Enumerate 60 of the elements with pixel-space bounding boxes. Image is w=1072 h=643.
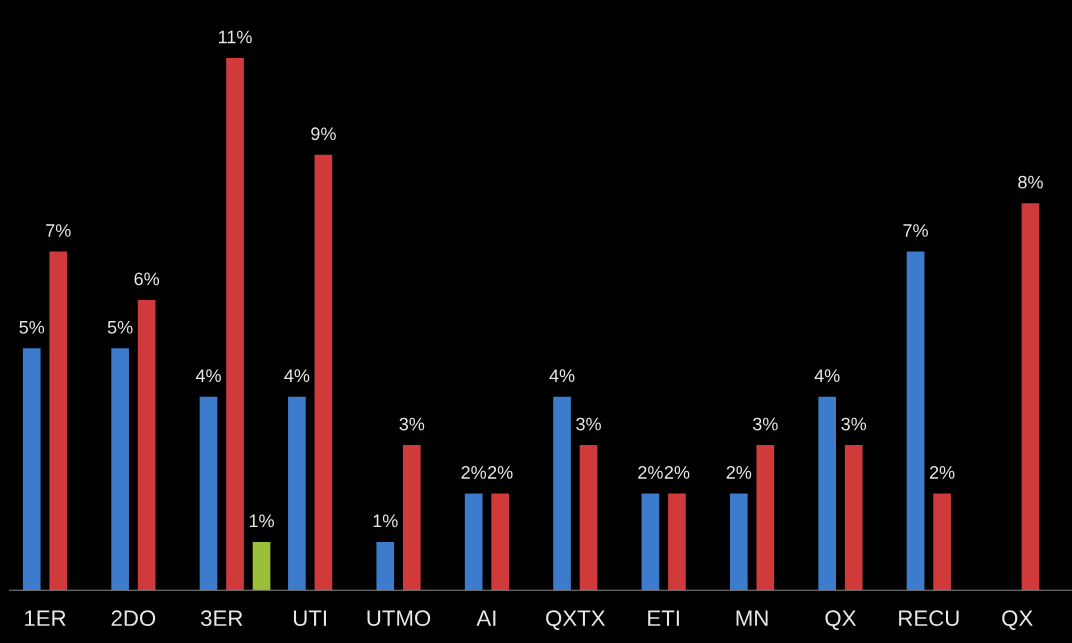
bar xyxy=(376,541,395,591)
data-label: 3% xyxy=(399,417,425,431)
x-tick-label: QX xyxy=(1002,610,1033,631)
data-label: 7% xyxy=(46,224,71,237)
data-label: 3% xyxy=(841,417,867,431)
data-label: 4% xyxy=(284,369,310,382)
bar xyxy=(288,396,306,591)
bar xyxy=(729,493,748,591)
x-tick-label: ETI xyxy=(648,610,679,626)
bar xyxy=(402,445,421,591)
bar xyxy=(553,396,571,591)
data-label: 5% xyxy=(107,320,133,334)
data-label: 2% xyxy=(638,466,663,479)
x-tick-label: MN xyxy=(736,610,768,626)
data-label: 11% xyxy=(219,30,252,44)
x-tick-label: RECU xyxy=(899,610,959,627)
bar xyxy=(579,445,598,591)
x-tick-label: 2DO xyxy=(111,610,156,627)
bar xyxy=(668,493,686,591)
data-label: 1% xyxy=(249,514,274,528)
bar xyxy=(137,299,156,591)
data-label: 2% xyxy=(664,466,690,479)
data-label: 1% xyxy=(373,514,398,528)
bar xyxy=(844,445,863,591)
bar xyxy=(464,493,483,591)
data-label: 2% xyxy=(461,466,487,479)
bar xyxy=(641,493,660,591)
data-label: 4% xyxy=(549,369,575,382)
bar xyxy=(49,251,68,591)
bar xyxy=(906,251,925,591)
bar xyxy=(818,396,837,591)
data-label: 3% xyxy=(752,417,778,431)
data-label: 2% xyxy=(488,466,513,479)
bar xyxy=(252,541,271,591)
data-label: 9% xyxy=(311,127,336,141)
data-label: 8% xyxy=(1018,175,1043,189)
bar xyxy=(226,58,244,591)
data-label: 2% xyxy=(929,466,955,479)
data-label: 5% xyxy=(19,320,45,334)
bar xyxy=(491,493,510,591)
bar xyxy=(756,445,775,591)
data-label: 7% xyxy=(903,224,928,237)
bar xyxy=(111,348,129,591)
bar xyxy=(933,493,951,591)
bar xyxy=(314,154,333,591)
data-label: 3% xyxy=(576,417,601,431)
bar xyxy=(22,348,41,591)
data-label: 4% xyxy=(195,369,221,382)
x-tick-label: AI xyxy=(476,610,496,626)
data-label: 4% xyxy=(814,369,840,382)
x-tick-label: 3ER xyxy=(201,610,243,627)
x-tick-label: UTI xyxy=(293,610,326,627)
x-tick-label: QX xyxy=(825,610,857,631)
x-tick-label: 1ER xyxy=(25,610,66,626)
x-tick-label: QXTX xyxy=(546,610,606,631)
x-tick-label: UTMO xyxy=(367,610,431,627)
data-label: 6% xyxy=(134,272,160,286)
data-label: 2% xyxy=(726,466,752,479)
bar xyxy=(199,396,218,591)
bar xyxy=(1021,203,1040,591)
